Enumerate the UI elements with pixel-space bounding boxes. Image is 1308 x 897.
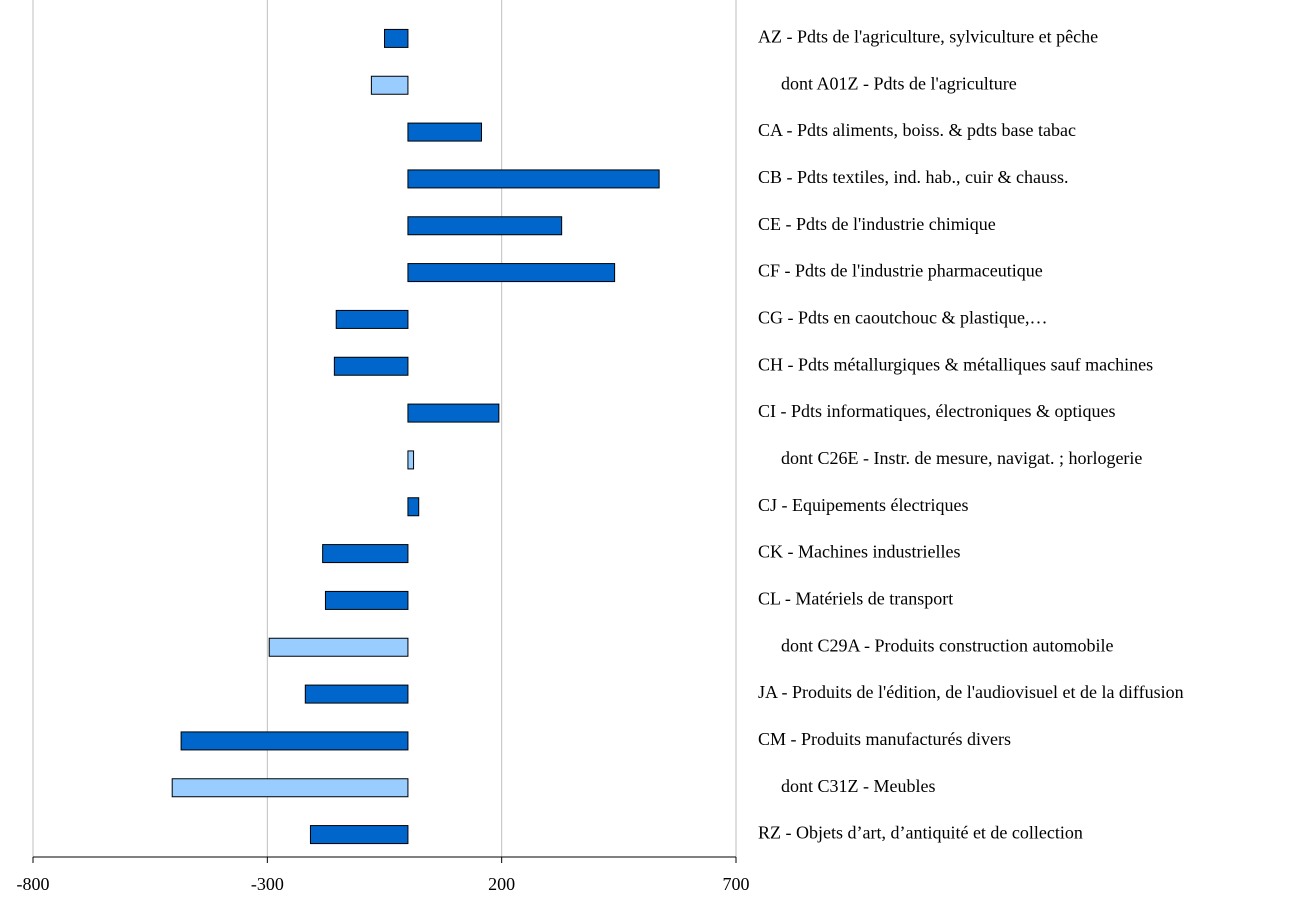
- bar: [309, 825, 409, 845]
- x-tick-label: -300: [251, 874, 284, 894]
- bar: [407, 450, 415, 470]
- category-label: dont C29A - Produits construction automo…: [781, 635, 1113, 655]
- category-label: CF - Pdts de l'industrie pharmaceutique: [758, 261, 1043, 281]
- category-label: CG - Pdts en caoutchouc & plastique,…: [758, 308, 1047, 328]
- category-label: CB - Pdts textiles, ind. hab., cuir & ch…: [758, 167, 1068, 187]
- category-label: CL - Matériels de transport: [758, 589, 953, 609]
- bar: [333, 356, 409, 376]
- category-label: CJ - Equipements électriques: [758, 495, 968, 515]
- bar: [180, 731, 409, 751]
- bar: [407, 263, 616, 283]
- category-label: CH - Pdts métallurgiques & métalliques s…: [758, 354, 1153, 374]
- bar: [304, 684, 409, 704]
- x-tick-label: 200: [488, 874, 515, 894]
- bar: [407, 497, 420, 517]
- category-label: RZ - Objets d’art, d’antiquité et de col…: [758, 823, 1083, 843]
- category-label: CE - Pdts de l'industrie chimique: [758, 214, 996, 234]
- bar: [407, 403, 500, 423]
- bar: [407, 169, 660, 189]
- bar: [324, 590, 409, 610]
- category-label: CI - Pdts informatiques, électroniques &…: [758, 401, 1115, 421]
- x-tick-label: 700: [723, 874, 750, 894]
- bar: [171, 778, 409, 798]
- category-label: JA - Produits de l'édition, de l'audiovi…: [758, 682, 1184, 702]
- bar: [384, 28, 409, 48]
- category-label: AZ - Pdts de l'agriculture, sylviculture…: [758, 27, 1098, 47]
- bar: [268, 637, 409, 657]
- category-label: dont C31Z - Meubles: [781, 776, 936, 796]
- category-label: CM - Produits manufacturés divers: [758, 729, 1011, 749]
- category-label: dont C26E - Instr. de mesure, navigat. ;…: [781, 448, 1142, 468]
- bar: [407, 122, 483, 142]
- bar: [407, 216, 563, 236]
- category-label: CK - Machines industrielles: [758, 542, 960, 562]
- bar: [335, 309, 409, 329]
- category-label: CA - Pdts aliments, boiss. & pdts base t…: [758, 120, 1076, 140]
- bar: [370, 75, 409, 95]
- bar: [322, 544, 409, 564]
- x-tick-label: -800: [17, 874, 50, 894]
- category-label: dont A01Z - Pdts de l'agriculture: [781, 73, 1017, 93]
